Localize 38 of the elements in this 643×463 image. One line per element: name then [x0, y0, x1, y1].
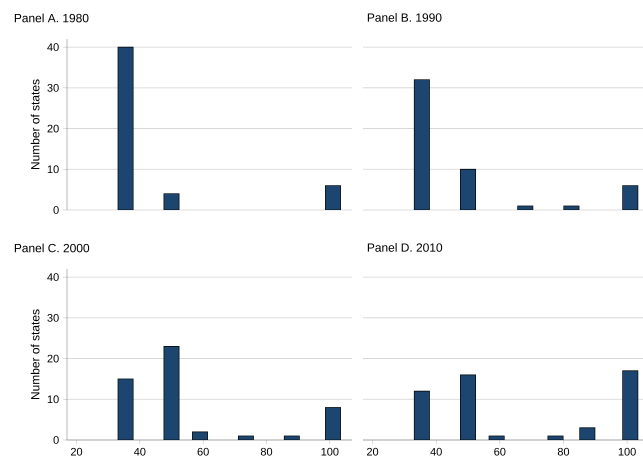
bar [460, 168, 476, 210]
y-axis-title: Number of states [30, 309, 40, 400]
y-tick-label: 10 [48, 395, 59, 404]
y-tick-label: 20 [48, 124, 59, 132]
y-tick-label: 40 [47, 43, 59, 52]
x-tick-label: 20 [367, 448, 378, 456]
y-tick-label: 40 [47, 273, 59, 282]
bar [622, 185, 638, 210]
x-tick-label: 40 [134, 448, 146, 456]
x-tick-label: 80 [260, 448, 272, 456]
chart-title: Panel C. 2000 [14, 244, 90, 252]
chart-title: Panel D. 2010 [368, 243, 442, 252]
chart-title: Panel B. 1990 [368, 13, 442, 22]
bar [118, 46, 134, 210]
y-tick-label: 0 [53, 436, 59, 444]
bar [414, 79, 430, 210]
chart-title: Panel A. 1980 [14, 14, 88, 22]
y-tick-label: 30 [47, 84, 59, 92]
bar [164, 346, 180, 440]
bar [164, 193, 180, 210]
x-tick-label: 60 [198, 448, 209, 456]
bar [414, 390, 430, 440]
x-tick-label: 40 [430, 448, 442, 456]
bar [325, 407, 341, 440]
bar [460, 374, 476, 440]
x-tick-label: 80 [558, 448, 570, 456]
y-tick-label: 20 [48, 354, 59, 362]
x-tick-label: 100 [322, 448, 339, 456]
bar [118, 378, 134, 440]
x-tick-label: 20 [70, 448, 82, 456]
y-tick-label: 0 [53, 206, 59, 214]
y-axis-title: Number of states [30, 79, 40, 170]
y-tick-label: 10 [48, 165, 59, 174]
bar [325, 185, 341, 210]
x-tick-label: 100 [618, 448, 636, 456]
y-tick-label: 30 [47, 314, 59, 322]
bar [622, 370, 638, 440]
x-tick-label: 60 [494, 448, 506, 456]
